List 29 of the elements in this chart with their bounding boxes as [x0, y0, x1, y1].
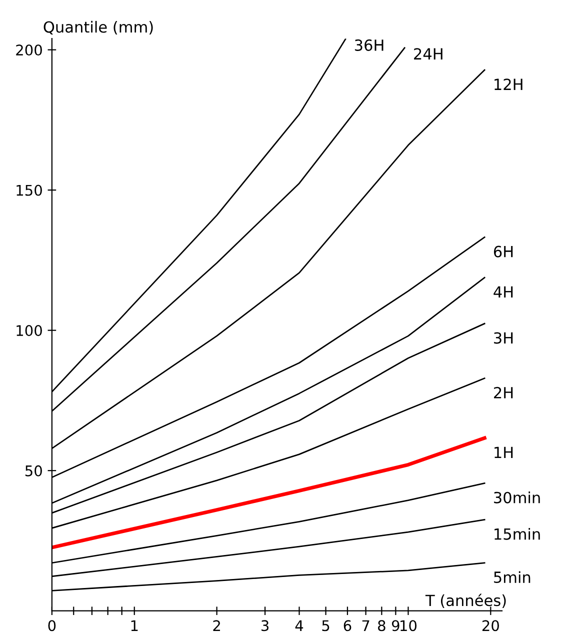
- series-label: 24H: [414, 48, 442, 60]
- y-tick-label: 150: [16, 184, 42, 196]
- series-label: 4H: [494, 286, 513, 298]
- series-label: 2H: [494, 386, 513, 398]
- series-label: 30min: [494, 492, 540, 504]
- x-tick-label: 3: [262, 620, 268, 632]
- y-axis-title: Quantile (mm): [44, 20, 153, 35]
- series-label: 5min: [494, 571, 530, 584]
- x-tick-label: 20: [482, 620, 499, 632]
- series-label: 6H: [494, 246, 513, 258]
- y-tick-label: 50: [25, 465, 42, 476]
- series-label: 1H: [494, 446, 513, 458]
- x-tick-label: 4: [295, 620, 304, 631]
- x-tick-label: 8: [378, 620, 386, 632]
- x-tick-label: 5: [322, 620, 330, 632]
- series-label: 12H: [494, 78, 522, 90]
- series-label: 15min: [494, 528, 540, 540]
- x-tick-label: 10: [400, 620, 417, 632]
- y-tick-label: 100: [16, 325, 42, 336]
- series-label: 36H: [354, 39, 384, 51]
- x-tick-label: 7: [362, 620, 370, 631]
- x-tick-label: 1: [131, 620, 138, 631]
- y-tick-label: 200: [16, 44, 42, 56]
- x-axis-title: T (années): [425, 594, 506, 608]
- x-tick-label: 9: [392, 620, 400, 632]
- x-tick-label: 6: [344, 620, 352, 632]
- x-tick-label: 2: [213, 620, 220, 631]
- x-tick-label: 0: [48, 620, 56, 632]
- series-label: 3H: [494, 332, 513, 344]
